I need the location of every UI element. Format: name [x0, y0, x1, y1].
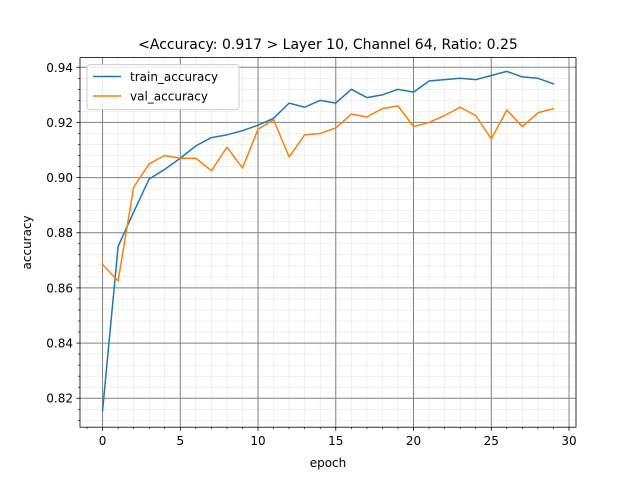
x-tick-label: 5: [176, 434, 184, 448]
axis-ticks: [76, 66, 570, 431]
series-layer: [101, 70, 555, 412]
y-tick-label: 0.92: [46, 116, 73, 130]
x-tick-labels: 0 5 10 15 20 25 30: [99, 434, 577, 448]
legend-label-train_accuracy: train_accuracy: [130, 70, 218, 84]
y-tick-labels: 0.82 0.84 0.86 0.88 0.90 0.92 0.94: [46, 61, 73, 406]
legend-label-val_accuracy: val_accuracy: [130, 90, 208, 104]
minor-grid: [80, 57, 576, 428]
x-tick-label: 20: [406, 434, 421, 448]
x-tick-label: 25: [484, 434, 499, 448]
y-tick-label: 0.88: [46, 226, 73, 240]
plot-frame: [79, 57, 577, 428]
x-tick-label: 15: [328, 434, 343, 448]
y-tick-label: 0.86: [46, 281, 73, 295]
y-tick-label: 0.94: [46, 61, 73, 75]
legend-box: [86, 64, 240, 111]
y-tick-label: 0.84: [46, 337, 73, 351]
chart-title: <Accuracy: 0.917 > Layer 10, Channel 64,…: [138, 37, 518, 53]
y-tick-label: 0.90: [46, 171, 73, 185]
y-axis-label: accuracy: [20, 215, 34, 269]
val_accuracy-line: [101, 105, 555, 282]
x-tick-label: 30: [561, 434, 576, 448]
major-grid: [80, 57, 576, 428]
train_accuracy-line: [101, 70, 555, 412]
x-tick-label: 10: [250, 434, 265, 448]
legend: train_accuracy val_accuracy: [86, 64, 240, 111]
x-axis-label: epoch: [310, 456, 347, 470]
y-tick-label: 0.82: [46, 392, 73, 406]
x-tick-label: 0: [99, 434, 107, 448]
